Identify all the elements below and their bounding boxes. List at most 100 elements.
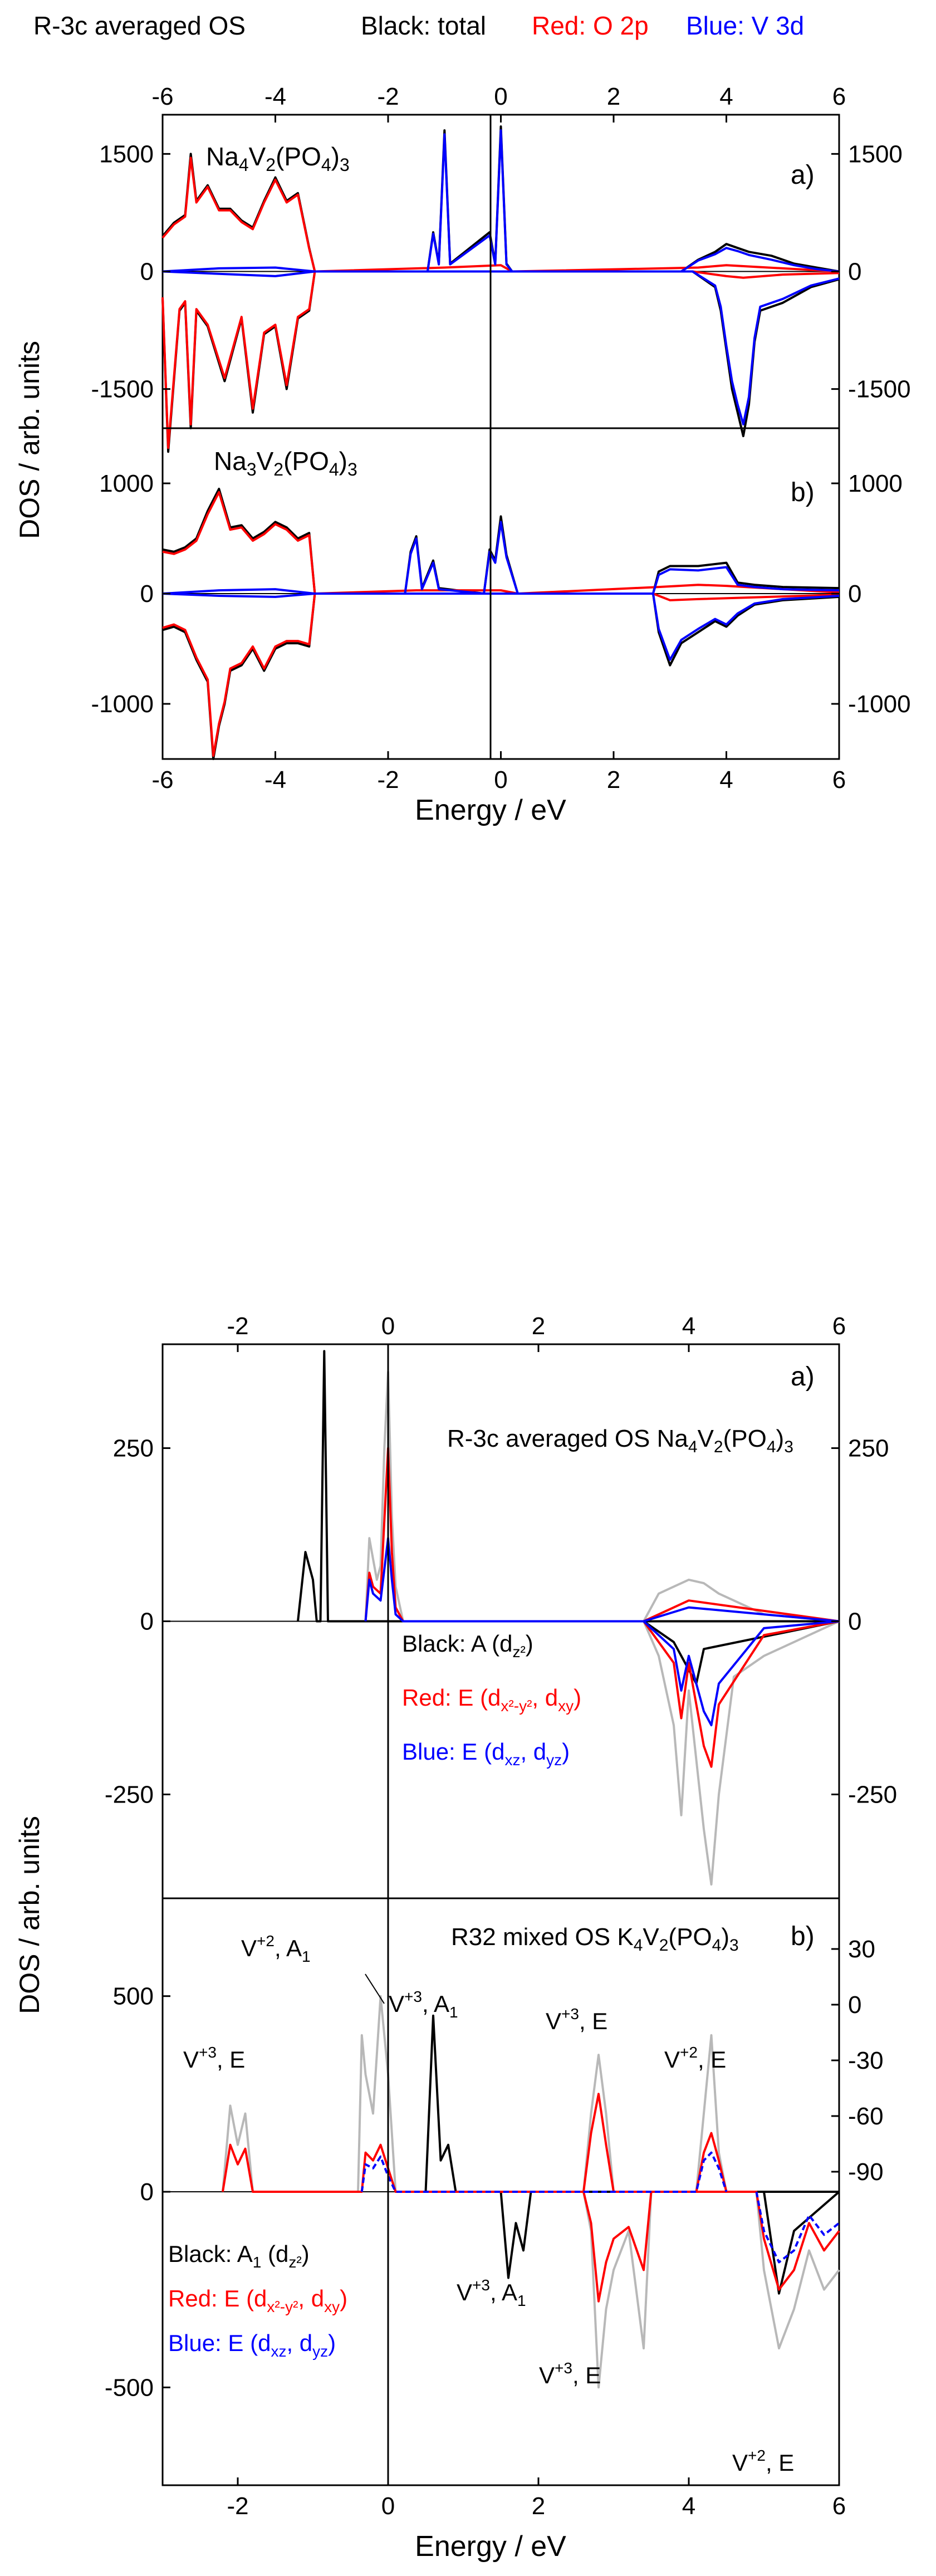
series-line-e-red-down [643, 1620, 840, 1768]
y-tick-label: 1500 [99, 140, 154, 168]
fig2-xlabel: Energy / eV [415, 2530, 566, 2563]
series-line-e-red-up [222, 2093, 728, 2193]
series-line-o-2p-down [161, 270, 840, 449]
y2-tick-label: -60 [848, 2103, 884, 2130]
r3c-label: R-3c averaged OS Na4V2(PO4)3 [447, 1425, 793, 1456]
svg-text:V+3, E: V+3, E [183, 2044, 245, 2073]
fig1-x-tick-label-top: 4 [719, 83, 733, 110]
y-tick-label: 0 [140, 1608, 154, 1635]
y2-tick-label: 1500 [848, 140, 903, 168]
svg-text:V+2, E: V+2, E [664, 2044, 726, 2073]
header-red: Red: O 2p [532, 11, 649, 40]
fig1-panel-b: 1000 0 -1000 1000 0 -1000 b) Na3V2(PO4)3 [91, 427, 911, 760]
series-line-e-blue-down [643, 1620, 840, 1727]
svg-text:V+2, E: V+2, E [732, 2447, 794, 2476]
svg-text:Red: E (dx²-y², dxy): Red: E (dx²-y², dxy) [402, 1684, 581, 1715]
y-tick-label: 0 [140, 258, 154, 286]
fig1-x-tick-label-top: 6 [832, 83, 846, 110]
series-line-a-up [297, 1350, 839, 1623]
series-line-e-blue-down [755, 2191, 840, 2264]
svg-text:V+3, A1: V+3, A1 [457, 2276, 526, 2309]
fig1-header: R-3c averaged OS Black: total Red: O 2p … [33, 11, 804, 40]
series-line-a1-black-up [424, 2014, 839, 2193]
y-tick-label: 1000 [99, 470, 154, 497]
series-line-grey-total-up [364, 1370, 840, 1623]
series-line-total-down [162, 592, 840, 760]
svg-text:Red: E (dx²-y², dxy): Red: E (dx²-y², dxy) [168, 2285, 347, 2315]
y-tick-label: 0 [140, 580, 154, 608]
fig2-x-tick-label-top: -2 [227, 1313, 248, 1340]
header-blue: Blue: V 3d [686, 11, 804, 40]
fig1-x-tick-label-bottom: 2 [607, 766, 620, 794]
compound-label: Na4V2(PO4)3 [206, 142, 350, 175]
fig1-x-tick-label-bottom: -2 [377, 766, 399, 794]
y-tick-label: 0 [140, 2178, 154, 2206]
fig1-x-tick-label-bottom: 4 [719, 766, 733, 794]
series-line-v-3d-down [162, 270, 840, 425]
fig1-x-tick-label-bottom: 0 [494, 766, 507, 794]
svg-text:V+2, A1: V+2, A1 [241, 1932, 311, 1965]
fig2-panel-a: 250 0 -250 250 0 -250 a) R-3c averaged OS Na4… [105, 1343, 897, 1899]
y2-tick-label: -250 [848, 1781, 897, 1808]
fig1-x-tick-label-bottom: 6 [832, 766, 846, 794]
y2-tick-label: -90 [848, 2158, 884, 2186]
series-line-o-2p-up [162, 491, 840, 595]
fig1-x-tick-label-top: -4 [264, 83, 286, 110]
y2-tick-label: 0 [848, 258, 861, 286]
series-line-o-2p-down [162, 592, 840, 757]
fig2-x-tick-label-top: 4 [682, 1313, 695, 1340]
y2-tick-label: 0 [848, 580, 861, 608]
y2-tick-label: -1500 [848, 376, 911, 403]
fig2-x-tick-label-bottom: -2 [227, 2492, 248, 2520]
series-line-grey-total-up [222, 1995, 728, 2193]
svg-text:V+3, E: V+3, E [539, 2359, 601, 2388]
y-tick-label: -250 [105, 1781, 154, 1808]
series-line-e-blue-up [364, 1537, 840, 1623]
fig1-xlabel: Energy / eV [415, 794, 566, 826]
y-tick-label: -1000 [91, 690, 154, 718]
y2-tick-label: 0 [848, 1991, 861, 2019]
panel-label: a) [791, 160, 815, 190]
header-prefix: R-3c averaged OS [33, 11, 246, 40]
fig2-x-tick-label-top: 0 [381, 1313, 395, 1340]
y2-tick-label: 0 [848, 1608, 861, 1635]
series-line-total-up [162, 487, 840, 595]
legend-a: Black: A (dz²) Red: E (dx²-y², dxy) Blue… [402, 1630, 581, 1769]
svg-text:Blue: E (dxz, dyz): Blue: E (dxz, dyz) [402, 1738, 570, 1769]
svg-text:V+3, E: V+3, E [546, 2005, 607, 2034]
fig2-ylabel: DOS / arb. units [14, 1816, 45, 2014]
series-line-total-down [161, 270, 840, 453]
y-tick-label: 500 [113, 1983, 154, 2010]
annotations: V+2, A1 V+3, A1 V+3, E V+3, E V+2, E V+3… [183, 1932, 794, 2476]
fig1-x-tick-label-top: 2 [607, 83, 620, 110]
panel-label: a) [791, 1362, 815, 1392]
fig1-x-tick-label-top: -2 [377, 83, 399, 110]
svg-text:Black: A (dz²): Black: A (dz²) [402, 1630, 533, 1661]
fig1-x-tick-label-bottom: -6 [151, 766, 173, 794]
fig1-x-tick-label-top: 0 [494, 83, 507, 110]
fig2-x-tick-label-top: 2 [532, 1313, 545, 1340]
panel-label: b) [791, 1922, 815, 1951]
series-line-e-blue-up [360, 2151, 728, 2193]
fig1-panel-a: 1500 0 -1500 1500 0 -1500 a) Na4V2(PO4)3 [91, 114, 911, 453]
legend-b: Black: A1 (dz²) Red: E (dx²-y², dxy) Blu… [168, 2241, 347, 2360]
r32-label: R32 mixed OS K4V2(PO4)3 [451, 1923, 739, 1955]
series-line-v-3d-down [162, 592, 840, 661]
fig1-x-tick-label-top: -6 [151, 83, 173, 110]
series-line-o-2p-up [161, 156, 840, 273]
fig2-x-tick-label-bottom: 6 [832, 2492, 846, 2520]
fig2-x-tick-label-top: 6 [832, 1313, 846, 1340]
panel-label: b) [791, 478, 815, 507]
header-black: Black: total [361, 11, 486, 40]
fig1-ylabel: DOS / arb. units [14, 341, 45, 539]
series-line-e-red-up [364, 1447, 840, 1623]
svg-text:Black: A1 (dz²): Black: A1 (dz²) [168, 2241, 310, 2271]
fig2-x-tick-label-bottom: 4 [682, 2492, 695, 2520]
fig1-x-tick-label-bottom: -4 [264, 766, 286, 794]
fig2-x-tick-label-bottom: 2 [532, 2492, 545, 2520]
svg-text:Blue: E (dxz, dyz): Blue: E (dxz, dyz) [168, 2330, 336, 2360]
svg-text:V+3, A1: V+3, A1 [389, 1988, 458, 2021]
y-tick-label: 250 [113, 1435, 154, 1462]
compound-label: Na3V2(PO4)3 [214, 447, 357, 479]
